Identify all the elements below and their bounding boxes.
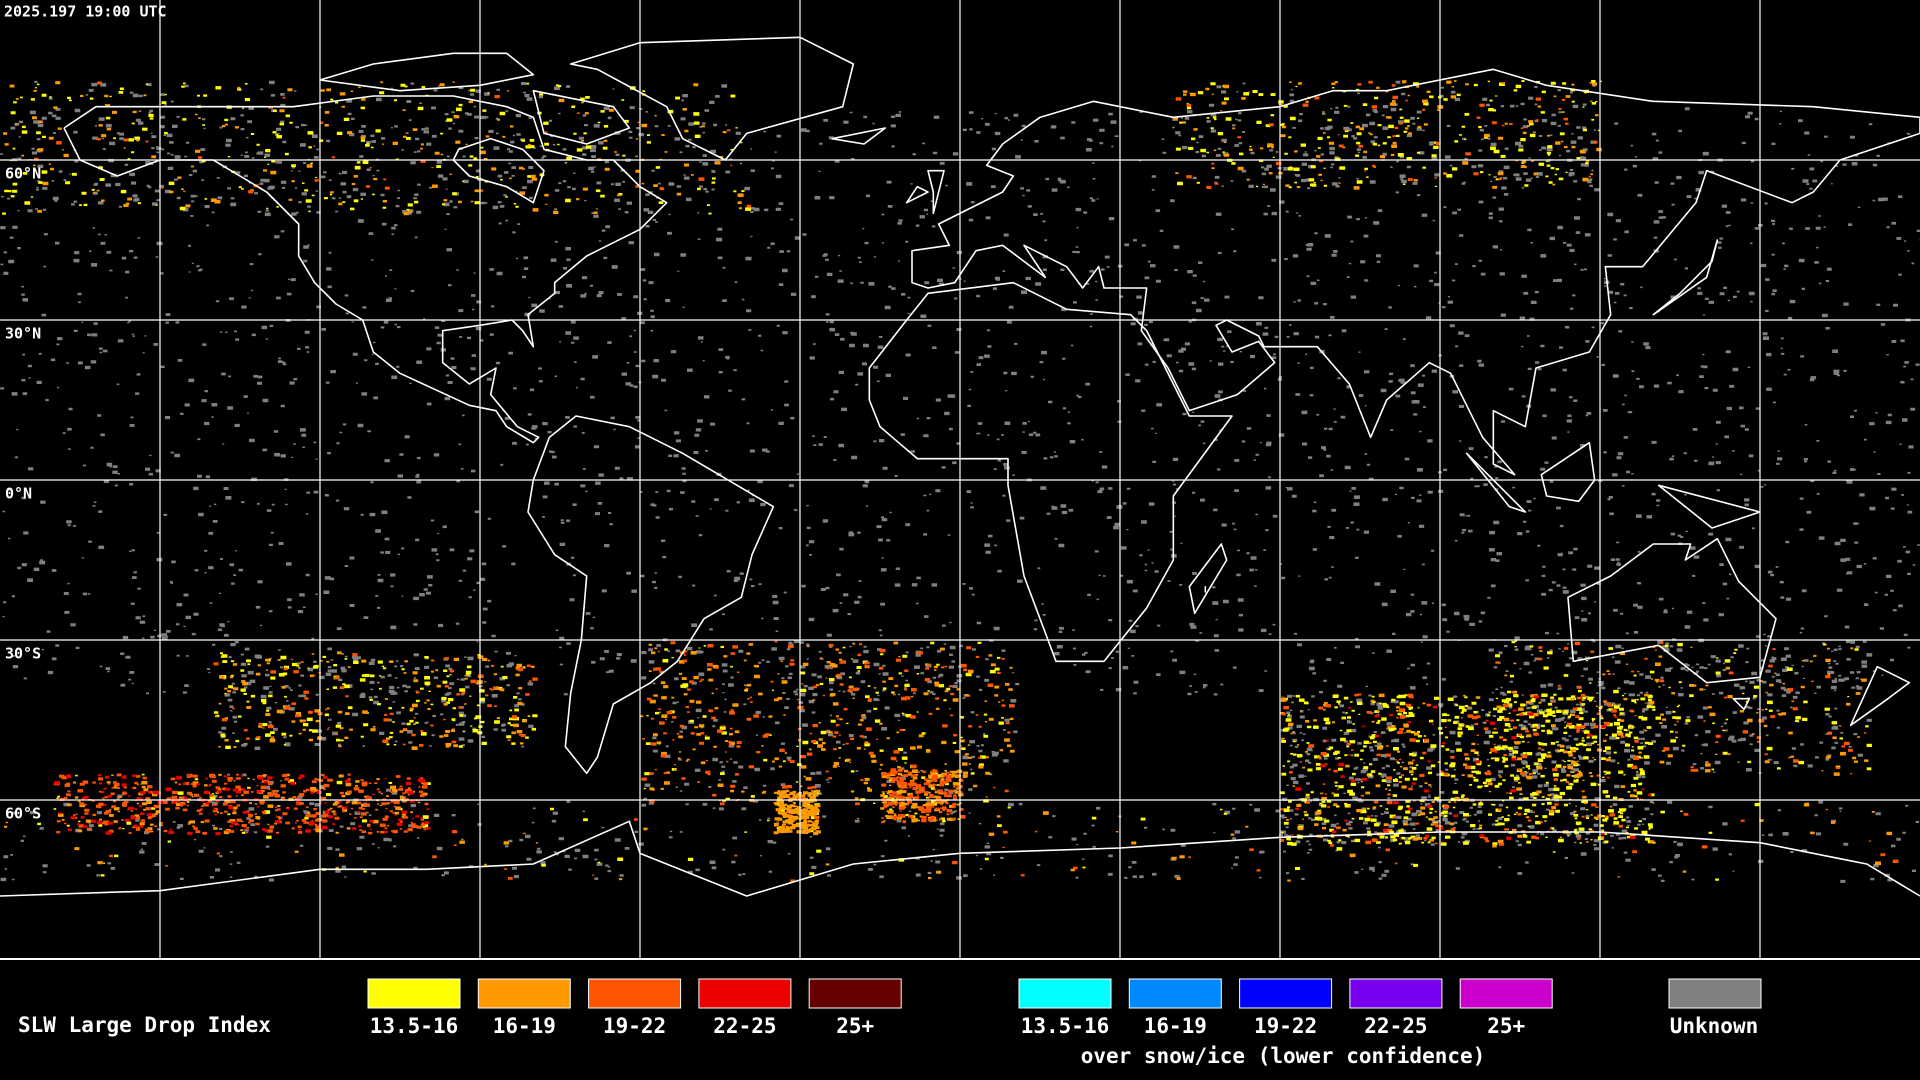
- timestamp: 2025.197 19:00 UTC: [4, 3, 167, 21]
- legend-swatch: [1128, 978, 1222, 1009]
- legend-swatch: [1459, 978, 1553, 1009]
- lat-label: 30°S: [5, 644, 41, 662]
- legend-label: Unknown: [1670, 1014, 1759, 1038]
- legend-label: 19-22: [1254, 1014, 1317, 1038]
- islands: [832, 128, 1909, 725]
- lat-label: 0°N: [5, 485, 32, 503]
- legend-swatch: [1668, 978, 1762, 1009]
- north-america: [64, 96, 667, 443]
- legend-swatch: [1239, 978, 1333, 1009]
- greenland: [571, 37, 854, 160]
- legend-label: 16-19: [1144, 1014, 1207, 1038]
- legend-swatch: [1349, 978, 1443, 1009]
- legend-label: 13.5-16: [1021, 1014, 1110, 1038]
- lat-label: 30°N: [5, 325, 41, 343]
- hudson-bay: [453, 139, 544, 203]
- south-america: [528, 416, 773, 773]
- legend-label: 22-25: [1364, 1014, 1427, 1038]
- legend-swatch: [477, 978, 571, 1009]
- lat-label: 60°N: [5, 165, 41, 183]
- coastlines: [0, 37, 1920, 896]
- legend-swatch: [1018, 978, 1112, 1009]
- legend-label: 13.5-16: [370, 1014, 459, 1038]
- legend-swatch: [367, 978, 461, 1009]
- antarctica: [0, 821, 1920, 896]
- snow-ice-note: over snow/ice (lower confidence): [1081, 1044, 1486, 1068]
- eurasia: [912, 69, 1920, 474]
- australia: [1568, 539, 1776, 710]
- legend-label: 19-22: [603, 1014, 666, 1038]
- legend-swatch: [808, 978, 902, 1009]
- legend-label: 25+: [836, 1014, 874, 1038]
- legend-label: 25+: [1487, 1014, 1525, 1038]
- africa: [869, 283, 1232, 662]
- legend-swatch: [588, 978, 682, 1009]
- canadian-islands: [320, 53, 629, 144]
- lat-label: 60°S: [5, 804, 41, 822]
- lat-labels: 60°N 30°N 0°N 30°S 60°S: [5, 165, 41, 823]
- legend-swatch: [698, 978, 792, 1009]
- map-border: [0, 958, 1920, 960]
- legend-label: 16-19: [493, 1014, 556, 1038]
- legend-title: SLW Large Drop Index: [18, 1013, 271, 1037]
- legend: 13.5-16 16-19 19-22 22-25 25+ 13.5-16 16-19 19-…: [367, 978, 1762, 1038]
- legend-label: 22-25: [713, 1014, 776, 1038]
- graticule: [0, 0, 1920, 958]
